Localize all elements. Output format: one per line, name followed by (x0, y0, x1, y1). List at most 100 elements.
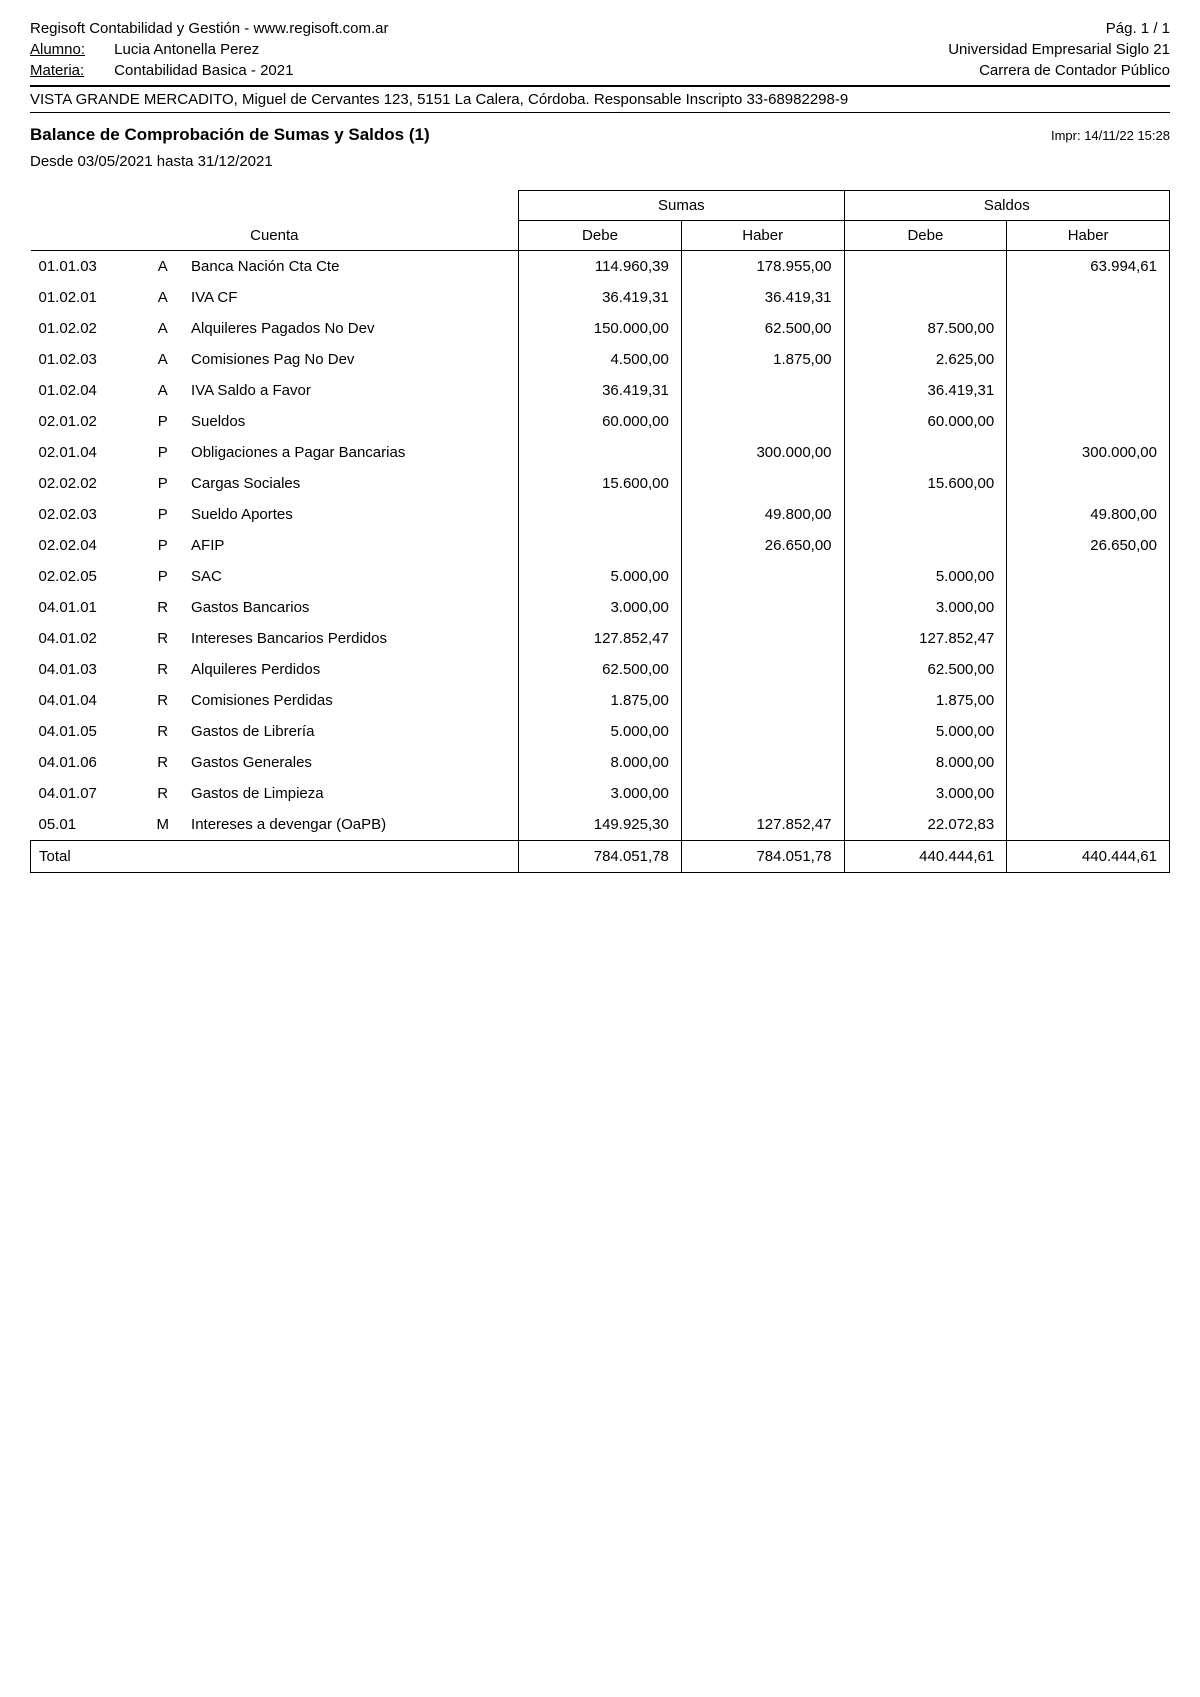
materia-value: Contabilidad Basica - 2021 (114, 62, 293, 79)
account-desc: Banca Nación Cta Cte (183, 251, 519, 283)
account-desc: IVA CF (183, 282, 519, 313)
sumas-haber (681, 716, 844, 747)
account-type: R (142, 592, 183, 623)
account-desc: Intereses a devengar (OaPB) (183, 809, 519, 841)
saldos-haber-header: Haber (1007, 221, 1170, 251)
carrera: Carrera de Contador Público (979, 62, 1170, 79)
saldos-debe: 5.000,00 (844, 716, 1007, 747)
saldos-debe (844, 530, 1007, 561)
account-desc: Gastos Generales (183, 747, 519, 778)
sumas-haber (681, 406, 844, 437)
account-code: 05.01 (31, 809, 143, 841)
account-desc: Comisiones Pag No Dev (183, 344, 519, 375)
saldos-header: Saldos (844, 191, 1169, 221)
sumas-debe: 3.000,00 (519, 778, 682, 809)
saldos-debe (844, 499, 1007, 530)
sumas-debe: 127.852,47 (519, 623, 682, 654)
total-sumas-haber: 784.051,78 (681, 841, 844, 873)
sumas-haber: 36.419,31 (681, 282, 844, 313)
sumas-haber (681, 592, 844, 623)
table-row: 02.02.02PCargas Sociales15.600,0015.600,… (31, 468, 1170, 499)
account-desc: Sueldo Aportes (183, 499, 519, 530)
account-type: P (142, 468, 183, 499)
account-code: 04.01.07 (31, 778, 143, 809)
total-saldos-haber: 440.444,61 (1007, 841, 1170, 873)
saldos-debe: 5.000,00 (844, 561, 1007, 592)
account-type: P (142, 530, 183, 561)
sumas-haber: 1.875,00 (681, 344, 844, 375)
table-row: 01.02.04AIVA Saldo a Favor36.419,3136.41… (31, 375, 1170, 406)
table-row: 02.02.04PAFIP26.650,0026.650,00 (31, 530, 1170, 561)
alumno-value: Lucia Antonella Perez (114, 41, 259, 58)
saldos-debe (844, 282, 1007, 313)
saldos-haber: 26.650,00 (1007, 530, 1170, 561)
sumas-debe: 5.000,00 (519, 561, 682, 592)
account-type: A (142, 251, 183, 283)
saldos-haber (1007, 654, 1170, 685)
sumas-haber: 300.000,00 (681, 437, 844, 468)
sumas-haber (681, 654, 844, 685)
saldos-debe: 15.600,00 (844, 468, 1007, 499)
account-type: R (142, 747, 183, 778)
account-code: 01.02.03 (31, 344, 143, 375)
date-range: Desde 03/05/2021 hasta 31/12/2021 (30, 153, 1170, 170)
account-code: 04.01.06 (31, 747, 143, 778)
account-desc: Sueldos (183, 406, 519, 437)
account-type: R (142, 685, 183, 716)
saldos-debe: 1.875,00 (844, 685, 1007, 716)
account-type: P (142, 406, 183, 437)
sumas-header: Sumas (519, 191, 844, 221)
saldos-haber: 49.800,00 (1007, 499, 1170, 530)
table-row: 04.01.01RGastos Bancarios3.000,003.000,0… (31, 592, 1170, 623)
saldos-debe: 3.000,00 (844, 778, 1007, 809)
account-code: 01.02.01 (31, 282, 143, 313)
sumas-haber: 178.955,00 (681, 251, 844, 283)
saldos-haber (1007, 344, 1170, 375)
account-code: 02.01.04 (31, 437, 143, 468)
account-type: M (142, 809, 183, 841)
saldos-debe: 62.500,00 (844, 654, 1007, 685)
sumas-debe: 150.000,00 (519, 313, 682, 344)
account-type: A (142, 282, 183, 313)
account-desc: Alquileres Pagados No Dev (183, 313, 519, 344)
total-label: Total (31, 841, 519, 873)
sumas-haber (681, 375, 844, 406)
table-row: 04.01.03RAlquileres Perdidos62.500,0062.… (31, 654, 1170, 685)
sumas-debe (519, 499, 682, 530)
account-desc: IVA Saldo a Favor (183, 375, 519, 406)
account-code: 02.02.05 (31, 561, 143, 592)
account-code: 04.01.03 (31, 654, 143, 685)
account-code: 01.02.04 (31, 375, 143, 406)
sumas-haber (681, 778, 844, 809)
table-row: 02.01.04PObligaciones a Pagar Bancarias3… (31, 437, 1170, 468)
account-desc: Intereses Bancarios Perdidos (183, 623, 519, 654)
sumas-debe: 15.600,00 (519, 468, 682, 499)
account-code: 02.02.02 (31, 468, 143, 499)
table-row: 01.02.03AComisiones Pag No Dev4.500,001.… (31, 344, 1170, 375)
sumas-debe: 3.000,00 (519, 592, 682, 623)
account-desc: Alquileres Perdidos (183, 654, 519, 685)
saldos-debe: 22.072,83 (844, 809, 1007, 841)
saldos-haber (1007, 809, 1170, 841)
sumas-debe-header: Debe (519, 221, 682, 251)
sumas-debe: 62.500,00 (519, 654, 682, 685)
account-type: P (142, 499, 183, 530)
saldos-debe: 36.419,31 (844, 375, 1007, 406)
sumas-debe: 60.000,00 (519, 406, 682, 437)
saldos-debe-header: Debe (844, 221, 1007, 251)
saldos-haber (1007, 282, 1170, 313)
sumas-debe: 4.500,00 (519, 344, 682, 375)
sumas-debe: 5.000,00 (519, 716, 682, 747)
sumas-haber (681, 685, 844, 716)
account-code: 01.01.03 (31, 251, 143, 283)
saldos-debe: 60.000,00 (844, 406, 1007, 437)
account-code: 02.01.02 (31, 406, 143, 437)
saldos-haber: 300.000,00 (1007, 437, 1170, 468)
saldos-debe: 127.852,47 (844, 623, 1007, 654)
saldos-haber (1007, 592, 1170, 623)
sumas-haber: 26.650,00 (681, 530, 844, 561)
sumas-debe: 36.419,31 (519, 375, 682, 406)
table-row: 02.02.05PSAC5.000,005.000,00 (31, 561, 1170, 592)
sumas-haber (681, 468, 844, 499)
saldos-haber (1007, 561, 1170, 592)
